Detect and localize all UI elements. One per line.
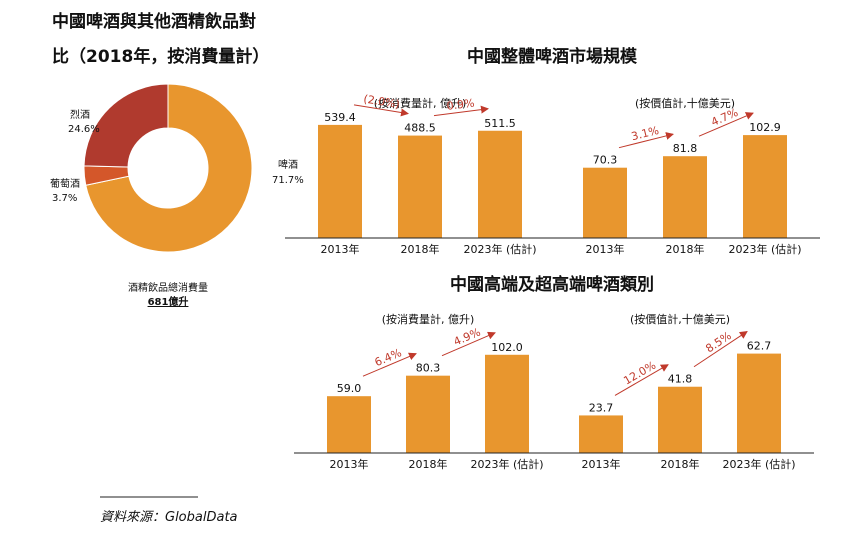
growth-arrow — [433, 105, 489, 117]
cagr-label: 0.9% — [446, 96, 475, 112]
bar-1 — [398, 135, 442, 238]
bar-1 — [663, 156, 707, 238]
pie-slice-0 — [85, 83, 253, 253]
pie-title-line1: 中國啤酒與其他酒精飲品對 — [52, 11, 256, 32]
pie-total-label: 酒精飲品總消費量 — [128, 281, 208, 294]
pie-title-line2: 比（2018年，按消費量計） — [52, 46, 269, 67]
pie-label-spirits-value: 24.6% — [68, 124, 100, 135]
growth-arrow — [618, 132, 674, 149]
bar-value-label: 102.0 — [491, 341, 523, 354]
cagr-label: 8.5% — [703, 329, 733, 355]
pie-slices — [83, 83, 253, 253]
pie-total-value: 681億升 — [148, 295, 189, 308]
bar-0 — [327, 396, 371, 453]
pie-label-wine-name: 葡萄酒 — [50, 177, 80, 190]
growth-arrow — [614, 364, 669, 396]
growth-arrow — [698, 112, 754, 137]
chart-unit-label: (按消費量計, 億升) — [374, 96, 467, 110]
pie-label-beer-name: 啤酒 — [278, 159, 298, 171]
category-label: 2023年 (估計) — [470, 457, 543, 471]
cagr-label: 3.1% — [630, 124, 660, 143]
bar-value-label: 62.7 — [747, 340, 772, 353]
bar-0 — [318, 124, 362, 238]
pie-label-spirits-name: 烈酒 — [70, 109, 90, 121]
bar-value-label: 23.7 — [589, 401, 614, 414]
category-label: 2013年 — [582, 457, 621, 471]
bar-0 — [579, 415, 623, 453]
bar-0 — [583, 167, 627, 238]
pie-label-wine-value: 3.7% — [52, 193, 77, 204]
bar-value-label: 80.3 — [416, 362, 441, 375]
category-label: 2018年 — [409, 457, 448, 471]
pie-slice-2 — [83, 83, 169, 168]
growth-arrow — [693, 331, 748, 368]
growth-arrow — [353, 104, 409, 117]
growth-arrow — [362, 352, 417, 377]
chart-unit-label: (按價值計,十億美元) — [635, 96, 735, 110]
category-label: 2013年 — [586, 242, 625, 256]
chart-unit-label: (按價值計,十億美元) — [630, 312, 730, 326]
market-value-chart: (按價值計,十億美元) 70.3 2013年 81.8 2018年 102.9 2023年 … — [550, 96, 820, 256]
category-label: 2013年 — [321, 242, 360, 256]
bar-1 — [658, 386, 702, 453]
bar-value-label: 488.5 — [404, 122, 436, 135]
cagr-label: 12.0% — [621, 359, 658, 388]
premium-value-chart: (按價值計,十億美元) 23.7 2013年 41.8 2018年 62.7 2023年 (… — [546, 312, 814, 471]
bar-value-label: 81.8 — [673, 142, 698, 155]
bar-value-label: 102.9 — [749, 121, 781, 134]
source-note: 資料來源：GlobalData — [100, 510, 238, 525]
bar-value-label: 41.8 — [668, 373, 693, 386]
pie-label-beer-value: 71.7% — [272, 175, 304, 186]
pie-chart: 啤酒 71.7% 葡萄酒 3.7% 烈酒 24.6% 酒精飲品總消費量 681億… — [50, 83, 304, 308]
category-label: 2023年 (估計) — [463, 242, 536, 256]
bar-2 — [737, 353, 781, 453]
cagr-label: (2.0%) — [362, 92, 400, 111]
bar-value-label: 70.3 — [593, 154, 618, 167]
market-volume-chart: (按消費量計, 億升) 539.4 2013年 488.5 2018年 511.5 2023… — [285, 92, 555, 256]
bar-2 — [478, 130, 522, 238]
premium-volume-chart: (按消費量計, 億升) 59.0 2013年 80.3 2018年 102.0 2023年 … — [294, 312, 562, 471]
bar-value-label: 539.4 — [324, 111, 356, 124]
category-label: 2023年 (估計) — [722, 457, 795, 471]
bar-1 — [406, 375, 450, 453]
premium-category-title: 中國高端及超高端啤酒類別 — [450, 274, 654, 295]
category-label: 2013年 — [330, 457, 369, 471]
bar-2 — [485, 354, 529, 453]
bar-value-label: 511.5 — [484, 117, 516, 130]
growth-arrow — [441, 331, 496, 357]
category-label: 2018年 — [661, 457, 700, 471]
category-label: 2018年 — [666, 242, 705, 256]
category-label: 2018年 — [401, 242, 440, 256]
bar-value-label: 59.0 — [337, 382, 362, 395]
bar-2 — [743, 135, 787, 238]
category-label: 2023年 (估計) — [728, 242, 801, 256]
chart-unit-label: (按消費量計, 億升) — [382, 312, 475, 326]
market-size-title: 中國整體啤酒市場規模 — [467, 46, 638, 67]
